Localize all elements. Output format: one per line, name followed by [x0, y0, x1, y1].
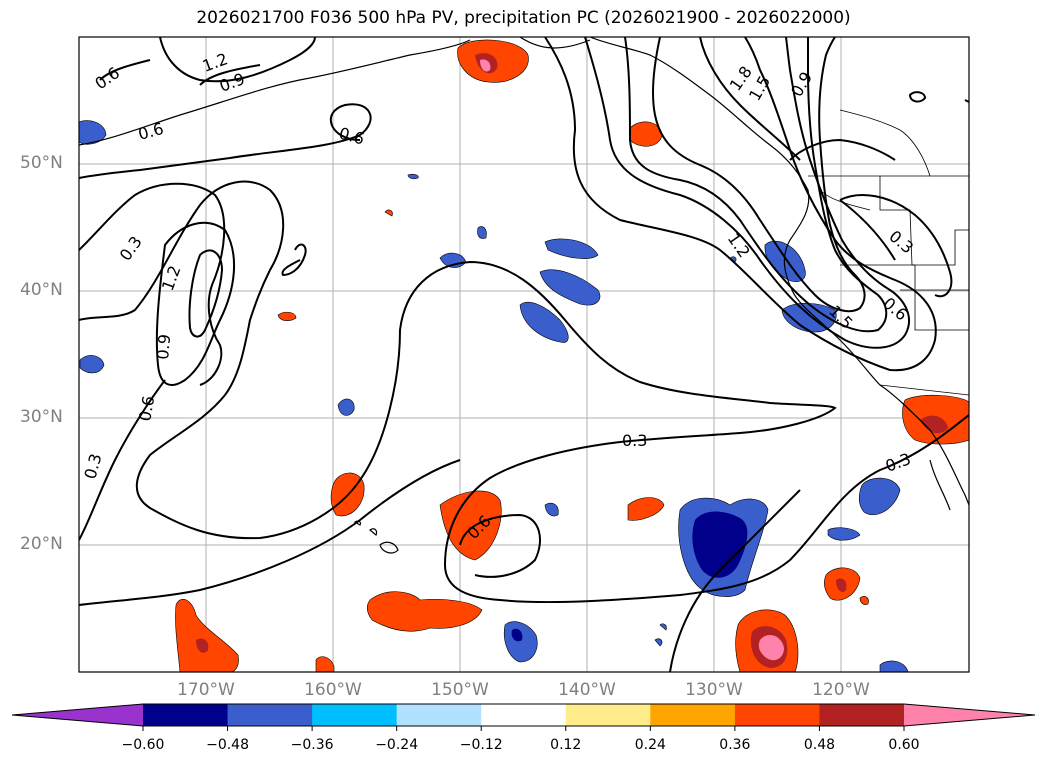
lat-label: 50°N — [20, 153, 63, 173]
lon-label: 150°W — [431, 680, 489, 700]
coastlines — [79, 37, 969, 554]
contour-label: 0.9 — [153, 333, 174, 360]
lon-label: 120°W — [812, 680, 870, 700]
borders — [808, 109, 969, 396]
lat-label: 30°N — [20, 407, 63, 427]
colorbar-tick-label: −0.60 — [121, 737, 165, 753]
colorbar-tick-label: −0.12 — [459, 737, 503, 753]
colorbar-tick-label: 0.48 — [803, 737, 836, 753]
colorbar-segment — [650, 704, 736, 726]
lat-label: 40°N — [20, 280, 63, 300]
colorbar-tick-label: 0.24 — [634, 737, 666, 753]
map-title: 2026021700 F036 500 hPa PV, precipitatio… — [196, 8, 851, 28]
colorbar-segment — [481, 704, 567, 726]
colorbar-tick-label: 0.36 — [719, 737, 751, 753]
lat-label: 20°N — [20, 534, 63, 554]
colorbar-tick-label: 0.60 — [888, 737, 920, 753]
colorbar-extend-low — [12, 704, 143, 726]
colorbar-segment — [312, 704, 398, 726]
contour-label: 0.6 — [135, 394, 158, 422]
map-border — [78, 36, 970, 673]
colorbar-segment — [227, 704, 313, 726]
colorbar-extend-high — [904, 704, 1035, 726]
colorbar-tick-label: −0.48 — [206, 737, 249, 753]
lon-label: 140°W — [558, 680, 616, 700]
colorbar-tick-label: −0.36 — [290, 737, 334, 753]
colorbar-segment — [734, 704, 820, 726]
lon-label: 160°W — [304, 680, 362, 700]
colorbar-tick-label: −0.24 — [375, 737, 419, 753]
colorbar-segment — [143, 704, 229, 726]
colorbar-segment — [396, 704, 482, 726]
lon-label: 170°W — [177, 680, 235, 700]
lon-label: 130°W — [685, 680, 743, 700]
colorbar-segment — [565, 704, 651, 726]
contour-label: 0.3 — [622, 431, 647, 450]
colorbar-tick-label: 0.12 — [550, 737, 582, 753]
colorbar-segment — [819, 704, 905, 726]
colorbar — [11, 703, 1036, 731]
pv-contours — [79, 37, 969, 672]
